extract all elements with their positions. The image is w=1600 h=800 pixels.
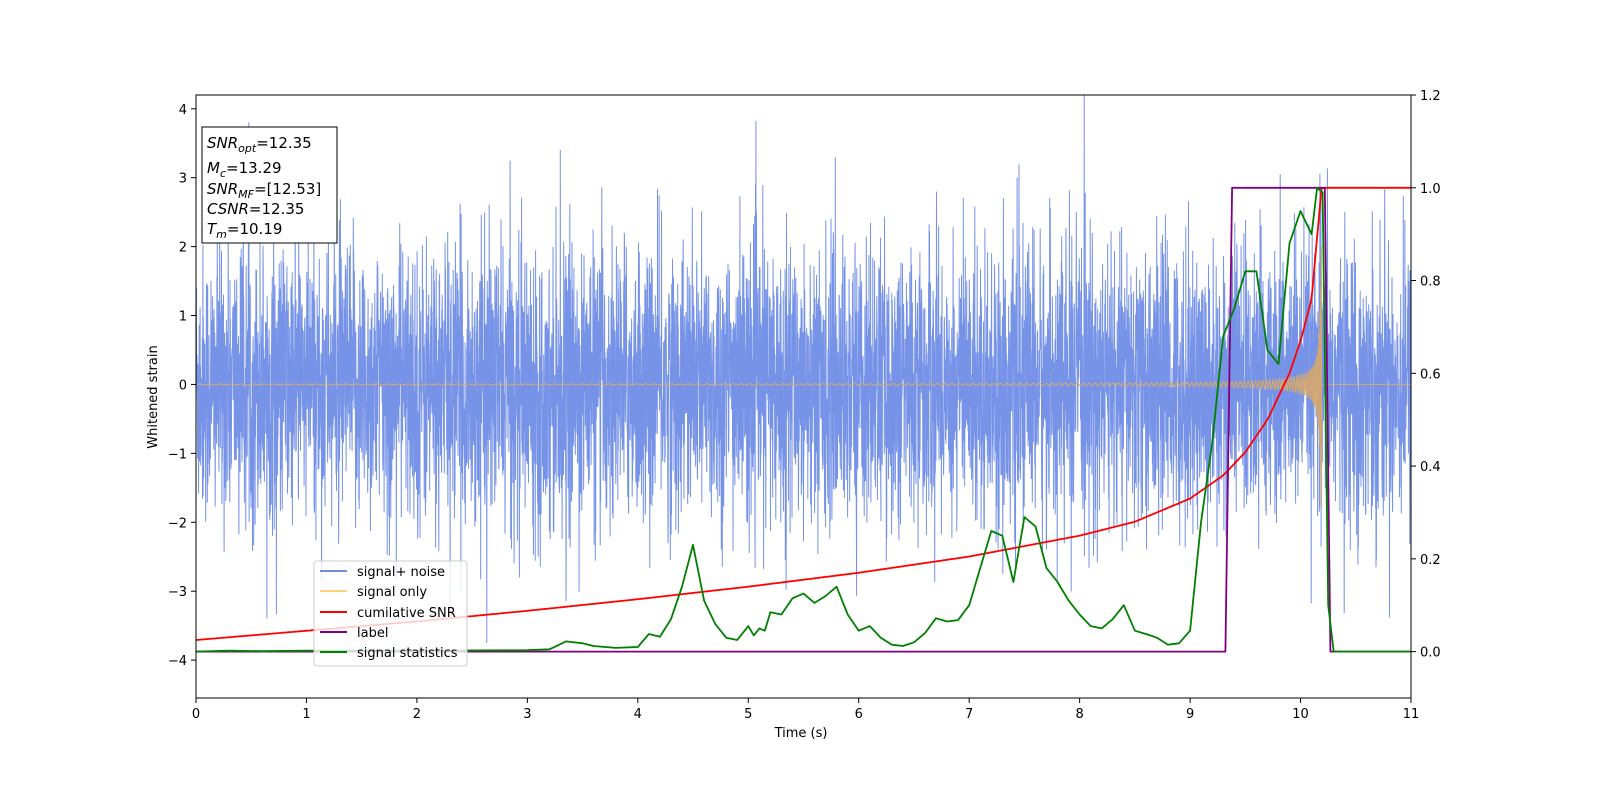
info-snr-mf: SNRMF=[12.53] <box>207 180 321 201</box>
series-signal-statistics <box>196 186 1411 653</box>
legend-label-label: label <box>357 626 388 641</box>
info-box-frame <box>201 126 338 244</box>
x-tick-label: 4 <box>634 707 642 722</box>
y-left-tick-label: 4 <box>179 103 187 118</box>
x-tick-label: 7 <box>965 707 973 722</box>
series-signal-noise <box>196 95 1411 644</box>
plot-frame <box>195 94 1412 699</box>
x-tick-label: 1 <box>302 707 310 722</box>
y-right-tick-label: 0.8 <box>1420 275 1441 290</box>
x-tick-label: 5 <box>744 707 752 722</box>
x-tick-label: 3 <box>523 707 531 722</box>
y-left-tick-label: −1 <box>168 447 187 462</box>
y-left-tick-label: 3 <box>179 172 187 187</box>
x-tick-label: 11 <box>1403 707 1420 722</box>
series-signal-only <box>196 246 1411 508</box>
y-axis-label: Whitened strain <box>146 345 161 448</box>
y-right-tick-label: 0.2 <box>1420 553 1441 568</box>
info-tm: Tm=10.19 <box>207 220 282 241</box>
y-right-tick-label: 0.4 <box>1420 460 1441 475</box>
legend: signal+ noise signal only cumilative SNR… <box>313 560 468 667</box>
x-axis-label: Time (s) <box>774 726 828 741</box>
info-mc: Mc=13.29 <box>207 159 282 180</box>
y-right-tick-label: 0.0 <box>1420 646 1441 661</box>
y-left-tick-label: −4 <box>168 654 187 669</box>
legend-label-cumulative-snr: cumilative SNR <box>357 606 456 621</box>
x-tick-label: 6 <box>855 707 863 722</box>
y-right-tick-label: 0.6 <box>1420 367 1441 382</box>
y-left-tick-label: 2 <box>179 241 187 256</box>
legend-label-signal-statistics: signal statistics <box>357 646 458 661</box>
y-right-tick-label: 1.2 <box>1420 89 1441 104</box>
x-tick-label: 0 <box>192 707 200 722</box>
y-left-tick-label: 1 <box>179 310 187 325</box>
axes: 0 1 2 3 4 5 6 7 8 9 10 11 −4 −3 −2 −1 0 1 2 3 4 0.0 0.2 0.4 0.6 0… <box>168 89 1441 722</box>
legend-frame <box>313 560 468 667</box>
x-tick-label: 10 <box>1292 707 1309 722</box>
info-csnr: CSNR=12.35 <box>207 200 304 218</box>
y-right-tick-label: 1.0 <box>1420 182 1441 197</box>
y-left-tick-label: −2 <box>168 516 187 531</box>
legend-label-signal-only: signal only <box>357 585 427 600</box>
info-box: SNRopt=12.35 Mc=13.29 SNRMF=[12.53] CSNR… <box>201 126 338 244</box>
x-tick-label: 8 <box>1075 707 1083 722</box>
y-left-tick-label: −3 <box>168 585 187 600</box>
x-tick-label: 9 <box>1186 707 1194 722</box>
y-left-tick-label: 0 <box>179 378 187 393</box>
legend-label-signal-noise: signal+ noise <box>357 565 445 580</box>
x-tick-label: 2 <box>413 707 421 722</box>
info-snr-opt: SNRopt=12.35 <box>207 134 312 155</box>
